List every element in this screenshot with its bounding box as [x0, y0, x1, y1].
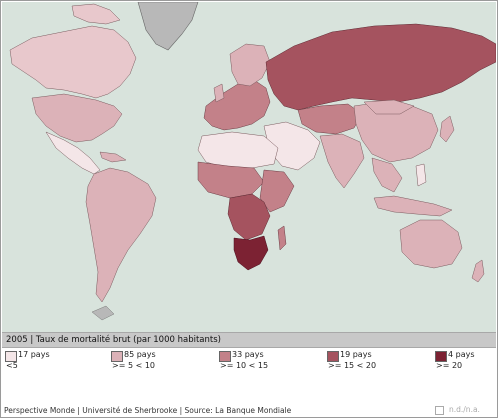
region-south-asia[interactable] [319, 133, 365, 189]
legend-range-2: >= 5 < 10 [112, 361, 156, 370]
map-title: 2005 | Taux de mortalité brut (par 1000 … [6, 335, 221, 345]
legend-count-4: 19 pays [340, 350, 372, 359]
legend-item-1[interactable]: 17 pays <5 [5, 350, 105, 374]
region-scandinavia[interactable] [229, 43, 271, 87]
region-mongolia[interactable] [363, 99, 415, 115]
legend-count-2: 85 pays [124, 350, 156, 359]
legend-range-5: >= 20 [436, 361, 463, 370]
world-map[interactable] [2, 2, 496, 332]
region-south-america[interactable] [85, 167, 157, 303]
map-caption-bar: 2005 | Taux de mortalité brut (par 1000 … [2, 332, 496, 348]
legend-count-5: 4 pays [448, 350, 475, 359]
region-southeast-asia[interactable] [371, 157, 403, 193]
legend-item-3[interactable]: 33 pays >= 10 < 15 [219, 350, 319, 374]
region-mexico[interactable] [45, 131, 101, 175]
region-southern-africa[interactable] [233, 235, 269, 271]
legend-count-1: 17 pays [18, 350, 50, 359]
legend-swatch-3 [219, 351, 231, 362]
legend-item-2[interactable]: 85 pays >= 5 < 10 [111, 350, 211, 374]
region-antarctica-fragment [91, 305, 115, 321]
no-data-label: n.d./n.a. [449, 405, 480, 414]
region-arctic-islands[interactable] [71, 3, 121, 25]
region-usa[interactable] [31, 93, 123, 143]
legend-range-1: <5 [6, 361, 18, 370]
region-caribbean[interactable] [99, 151, 127, 163]
no-data-swatch [435, 406, 444, 415]
region-greenland[interactable] [137, 2, 199, 51]
region-russia[interactable] [265, 23, 496, 111]
legend-item-4[interactable]: 19 pays >= 15 < 20 [327, 350, 427, 374]
legend-swatch-1 [5, 351, 17, 362]
region-east-africa[interactable] [259, 169, 295, 213]
region-canada[interactable] [9, 25, 137, 99]
legend-swatch-2 [111, 351, 123, 362]
region-north-africa[interactable] [197, 131, 279, 169]
region-uk[interactable] [213, 83, 225, 103]
footer-credits: Perspective Monde | Université de Sherbr… [4, 406, 292, 415]
region-indonesia[interactable] [373, 195, 453, 217]
world-map-svg [9, 2, 496, 321]
region-philippines[interactable] [415, 163, 427, 187]
legend-item-5[interactable]: 4 pays >= 20 [435, 350, 495, 374]
region-madagascar[interactable] [277, 225, 287, 251]
region-central-asia[interactable] [297, 103, 363, 135]
legend-range-4: >= 15 < 20 [328, 361, 377, 370]
legend-count-3: 33 pays [232, 350, 264, 359]
region-new-zealand[interactable] [471, 259, 485, 283]
region-central-africa[interactable] [227, 193, 271, 241]
region-australia[interactable] [399, 219, 463, 269]
legend-range-3: >= 10 < 15 [220, 361, 269, 370]
legend: 17 pays <5 85 pays >= 5 < 10 33 pays >= … [1, 348, 497, 374]
region-europe[interactable] [203, 79, 271, 131]
legend-swatch-5 [435, 351, 447, 362]
legend-swatch-4 [327, 351, 339, 362]
region-japan[interactable] [439, 115, 455, 143]
